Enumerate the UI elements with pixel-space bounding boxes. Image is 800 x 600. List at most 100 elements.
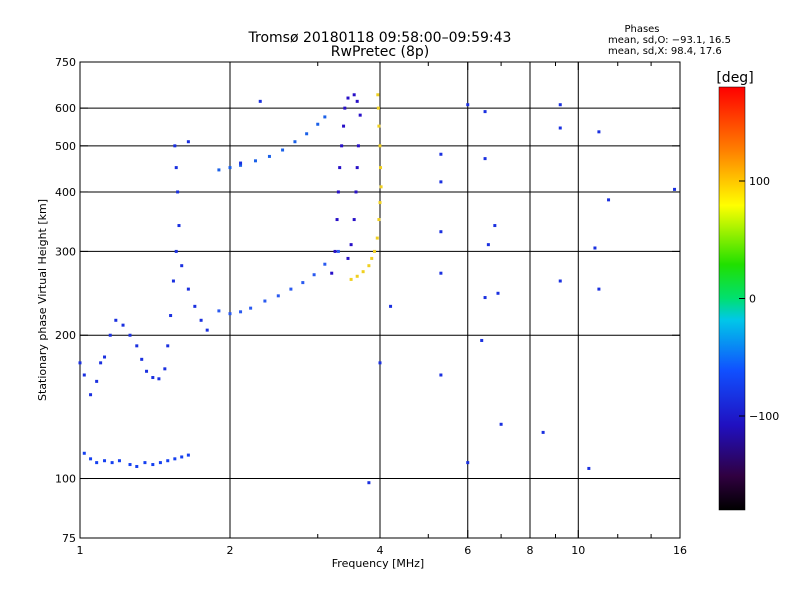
data-point bbox=[483, 157, 487, 161]
data-point bbox=[166, 344, 170, 348]
data-point bbox=[193, 304, 197, 308]
data-point bbox=[352, 218, 356, 222]
series-f2-x-mode-trace bbox=[349, 93, 383, 281]
data-point bbox=[95, 461, 99, 465]
data-point bbox=[346, 256, 350, 260]
data-point bbox=[140, 357, 144, 361]
series-oblique-echo-arc bbox=[217, 115, 327, 172]
data-point bbox=[78, 361, 82, 365]
y-tick-label: 600 bbox=[55, 102, 76, 115]
data-point bbox=[186, 140, 190, 144]
data-point bbox=[173, 144, 177, 148]
data-point bbox=[135, 464, 139, 468]
series-f2-o-mode-cusp bbox=[330, 93, 362, 275]
data-point bbox=[375, 236, 379, 240]
data-point bbox=[205, 328, 209, 332]
data-point bbox=[483, 296, 487, 300]
x-axis-label: Frequency [MHz] bbox=[332, 557, 424, 570]
data-point bbox=[239, 163, 243, 167]
data-point bbox=[135, 344, 139, 348]
series-f1-low-frequency-trace bbox=[78, 144, 209, 397]
data-point bbox=[378, 361, 382, 365]
data-point bbox=[128, 333, 132, 337]
data-point bbox=[258, 99, 262, 103]
x-tick-label: 1 bbox=[77, 544, 84, 557]
data-point bbox=[389, 304, 393, 308]
data-point bbox=[343, 106, 347, 110]
data-point bbox=[249, 306, 253, 310]
data-point bbox=[597, 287, 601, 291]
series-e-region-trace bbox=[82, 451, 190, 468]
phases-x-mode: mean, sd,X: 98.4, 17.6 bbox=[608, 46, 722, 57]
data-point bbox=[379, 166, 383, 170]
data-point bbox=[217, 309, 221, 313]
data-point bbox=[480, 338, 484, 342]
x-tick-label: 2 bbox=[227, 544, 234, 557]
y-tick-label: 100 bbox=[55, 473, 76, 486]
y-tick-label: 200 bbox=[55, 329, 76, 342]
y-axis-label: Stationary phase Virtual Height [km] bbox=[36, 199, 49, 401]
data-point bbox=[293, 140, 297, 144]
colorbar-tick-label: 100 bbox=[749, 175, 770, 188]
colorbar-ticks: 100 0 −100 bbox=[739, 175, 779, 423]
data-point bbox=[355, 166, 359, 170]
data-point bbox=[305, 132, 309, 136]
data-point bbox=[171, 279, 175, 283]
colorbar-tick-label: 0 bbox=[749, 293, 756, 306]
data-point bbox=[99, 361, 103, 365]
data-point bbox=[228, 312, 232, 316]
data-point bbox=[558, 103, 562, 107]
data-point bbox=[316, 122, 320, 126]
data-point bbox=[82, 373, 86, 377]
x-tick-label: 8 bbox=[527, 544, 534, 557]
data-point bbox=[346, 96, 350, 100]
data-point bbox=[673, 187, 677, 191]
data-point bbox=[239, 310, 243, 314]
data-point bbox=[145, 369, 149, 373]
data-point bbox=[89, 393, 93, 397]
data-point bbox=[354, 190, 358, 194]
data-point bbox=[108, 333, 112, 337]
y-tick-label: 500 bbox=[55, 140, 76, 153]
data-point bbox=[276, 294, 280, 298]
data-point bbox=[342, 124, 346, 128]
data-point bbox=[355, 274, 359, 278]
data-point bbox=[333, 249, 337, 253]
data-point bbox=[376, 93, 380, 97]
x-tick-label: 16 bbox=[673, 544, 687, 557]
data-point bbox=[95, 379, 99, 383]
data-point bbox=[301, 281, 305, 285]
data-point bbox=[439, 180, 443, 184]
data-point bbox=[356, 144, 360, 148]
data-point bbox=[166, 459, 170, 463]
data-point bbox=[217, 168, 221, 172]
data-point bbox=[151, 463, 155, 467]
data-point bbox=[239, 161, 243, 165]
data-point bbox=[143, 461, 147, 465]
x-tick-label: 6 bbox=[464, 544, 471, 557]
data-point bbox=[158, 461, 162, 465]
data-point bbox=[439, 152, 443, 156]
grid-lines bbox=[80, 62, 680, 538]
data-point bbox=[466, 103, 470, 107]
data-point bbox=[199, 318, 203, 322]
data-point bbox=[607, 198, 611, 202]
data-point bbox=[483, 110, 487, 114]
series-scattered-points bbox=[186, 99, 677, 485]
data-point bbox=[89, 457, 93, 461]
chart-title: Tromsø 20180118 09:58:00–09:59:43 bbox=[248, 30, 512, 46]
data-point bbox=[151, 376, 155, 380]
data-point bbox=[128, 463, 132, 467]
data-point bbox=[163, 367, 167, 371]
data-point bbox=[486, 243, 490, 247]
data-point bbox=[496, 291, 500, 295]
x-axis: 1 2 4 6 8 10 16 bbox=[77, 62, 687, 557]
data-point bbox=[114, 318, 118, 322]
data-point bbox=[117, 459, 121, 463]
data-point bbox=[349, 277, 353, 281]
y-tick-label: 400 bbox=[55, 186, 76, 199]
data-point bbox=[340, 144, 344, 148]
data-point bbox=[186, 287, 190, 291]
data-point bbox=[157, 377, 161, 381]
data-point bbox=[361, 270, 365, 274]
